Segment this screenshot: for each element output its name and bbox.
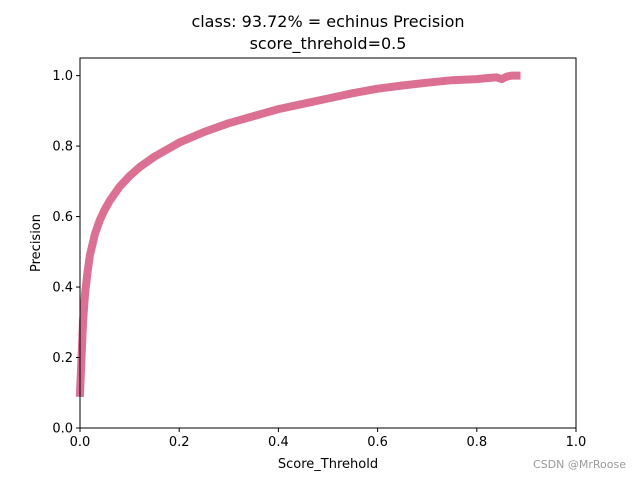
- y-axis-label: Precision: [29, 214, 44, 272]
- x-tick-label: 0.6: [367, 435, 388, 450]
- x-axis-label: Score_Threhold: [278, 457, 378, 472]
- y-tick-label: 0.6: [52, 210, 73, 225]
- watermark: CSDN @MrRoose: [533, 458, 626, 471]
- precision-series-line: [75, 71, 521, 397]
- y-tick-label: 0.4: [52, 281, 73, 296]
- chart-subtitle: score_threhold=0.5: [250, 34, 407, 54]
- y-tick-label: 0.8: [52, 140, 73, 155]
- y-tick-label: 1.0: [52, 69, 73, 84]
- chart-title: class: 93.72% = echinus Precision: [191, 12, 464, 31]
- x-tick-label: 0.4: [268, 435, 289, 450]
- y-tick-label: 0.0: [52, 422, 73, 437]
- y-axis-ticks: 0.0 0.2 0.4 0.6 0.8 1.0: [52, 69, 80, 437]
- y-tick-label: 0.2: [52, 351, 73, 366]
- plot-area: [75, 71, 521, 397]
- axes-frame: [79, 57, 577, 429]
- x-tick-label: 0.0: [70, 435, 91, 450]
- x-tick-label: 0.8: [466, 435, 487, 450]
- x-tick-label: 1.0: [566, 435, 587, 450]
- x-tick-label: 0.2: [169, 435, 190, 450]
- x-axis-ticks: 0.0 0.2 0.4 0.6 0.8 1.0: [70, 428, 587, 450]
